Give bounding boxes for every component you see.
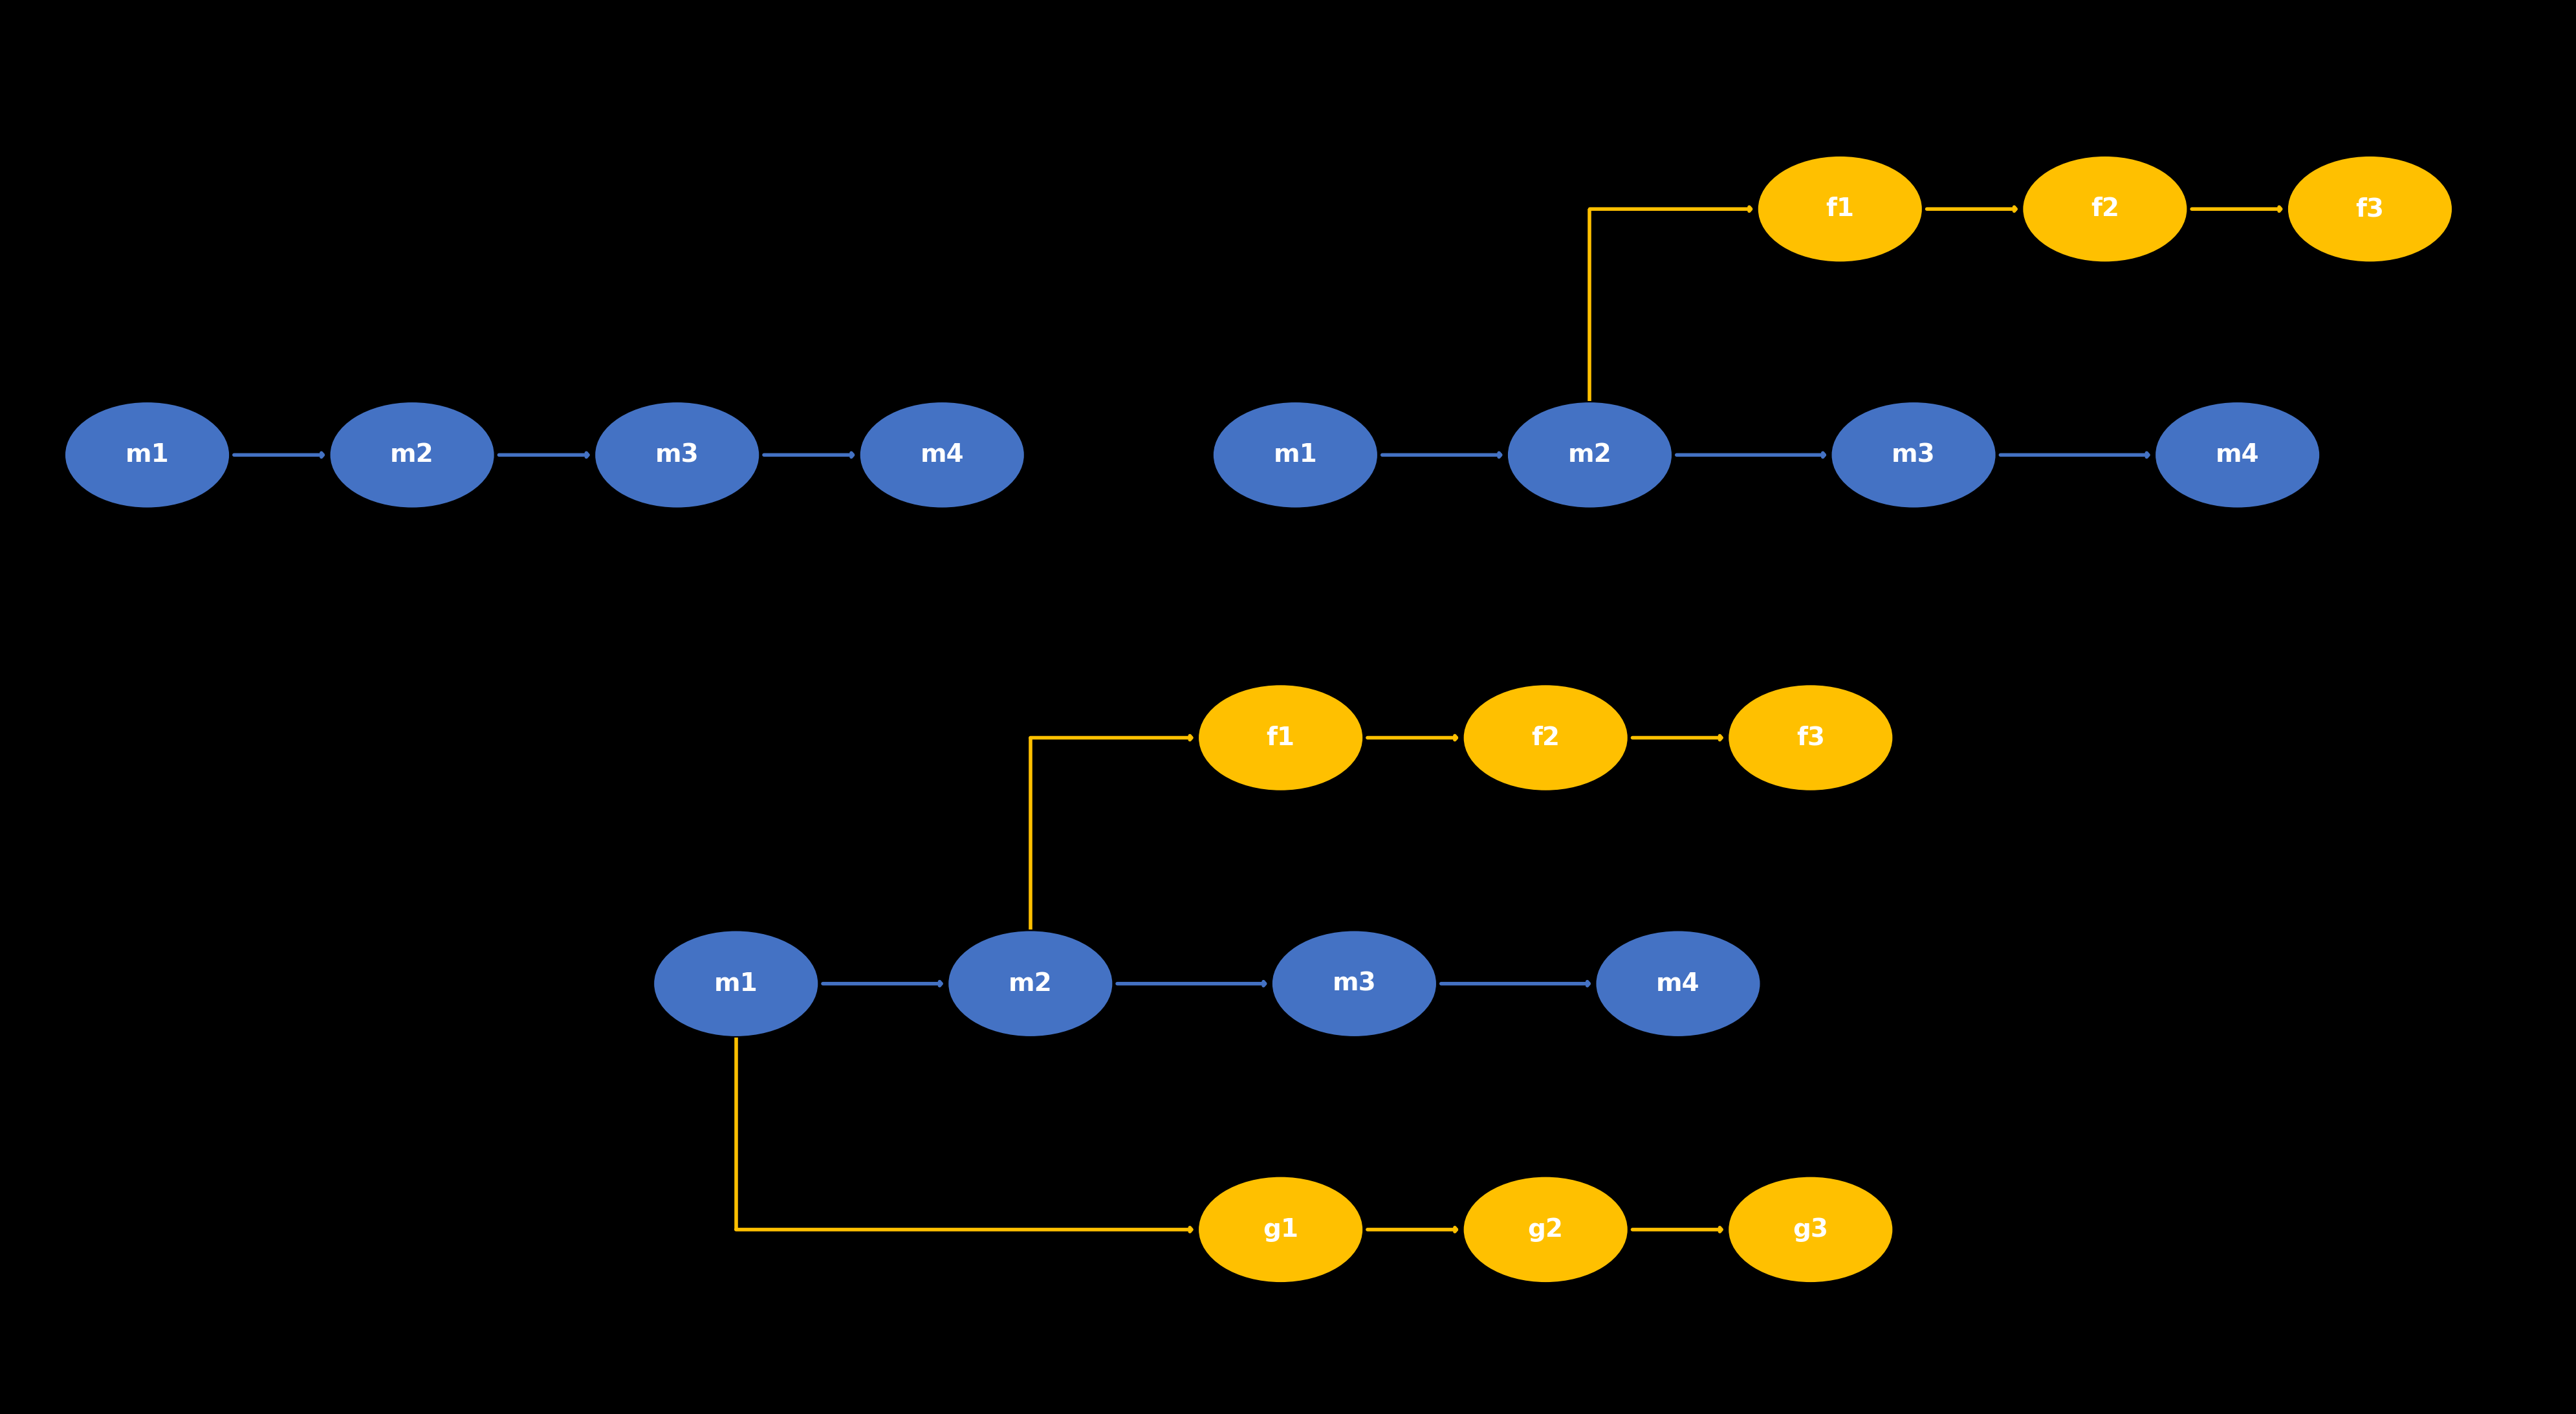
Ellipse shape [332,403,492,506]
Ellipse shape [2156,403,2318,506]
Text: f1: f1 [1267,725,1296,749]
Text: f2: f2 [2092,197,2120,222]
Ellipse shape [860,403,1023,506]
Ellipse shape [1466,686,1625,789]
Text: m4: m4 [920,443,963,467]
Text: m1: m1 [1273,443,1316,467]
Ellipse shape [1273,932,1435,1035]
Ellipse shape [2025,157,2187,260]
Text: m2: m2 [1007,971,1054,995]
Text: g3: g3 [1793,1217,1829,1241]
Text: g1: g1 [1262,1217,1298,1241]
Text: m2: m2 [1569,443,1613,467]
Ellipse shape [1510,403,1672,506]
Ellipse shape [1728,1178,1891,1281]
Text: m2: m2 [389,443,435,467]
Text: m3: m3 [1332,971,1376,995]
Text: f1: f1 [1826,197,1855,222]
Ellipse shape [1832,403,1994,506]
Ellipse shape [1759,157,1922,260]
Text: g2: g2 [1528,1217,1564,1241]
Ellipse shape [1728,686,1891,789]
Text: m4: m4 [2215,443,2259,467]
Ellipse shape [595,403,757,506]
Ellipse shape [654,932,817,1035]
Text: f3: f3 [1795,725,1824,749]
Ellipse shape [1466,1178,1625,1281]
Ellipse shape [1200,686,1363,789]
Ellipse shape [1213,403,1376,506]
Ellipse shape [951,932,1110,1035]
Text: m1: m1 [714,971,757,995]
Text: m3: m3 [654,443,698,467]
Ellipse shape [1200,1178,1363,1281]
Ellipse shape [67,403,229,506]
Text: m1: m1 [126,443,170,467]
Ellipse shape [1597,932,1759,1035]
Text: f2: f2 [1530,725,1561,749]
Text: m4: m4 [1656,971,1700,995]
Text: m3: m3 [1891,443,1935,467]
Ellipse shape [2290,157,2450,260]
Text: f3: f3 [2354,197,2385,222]
